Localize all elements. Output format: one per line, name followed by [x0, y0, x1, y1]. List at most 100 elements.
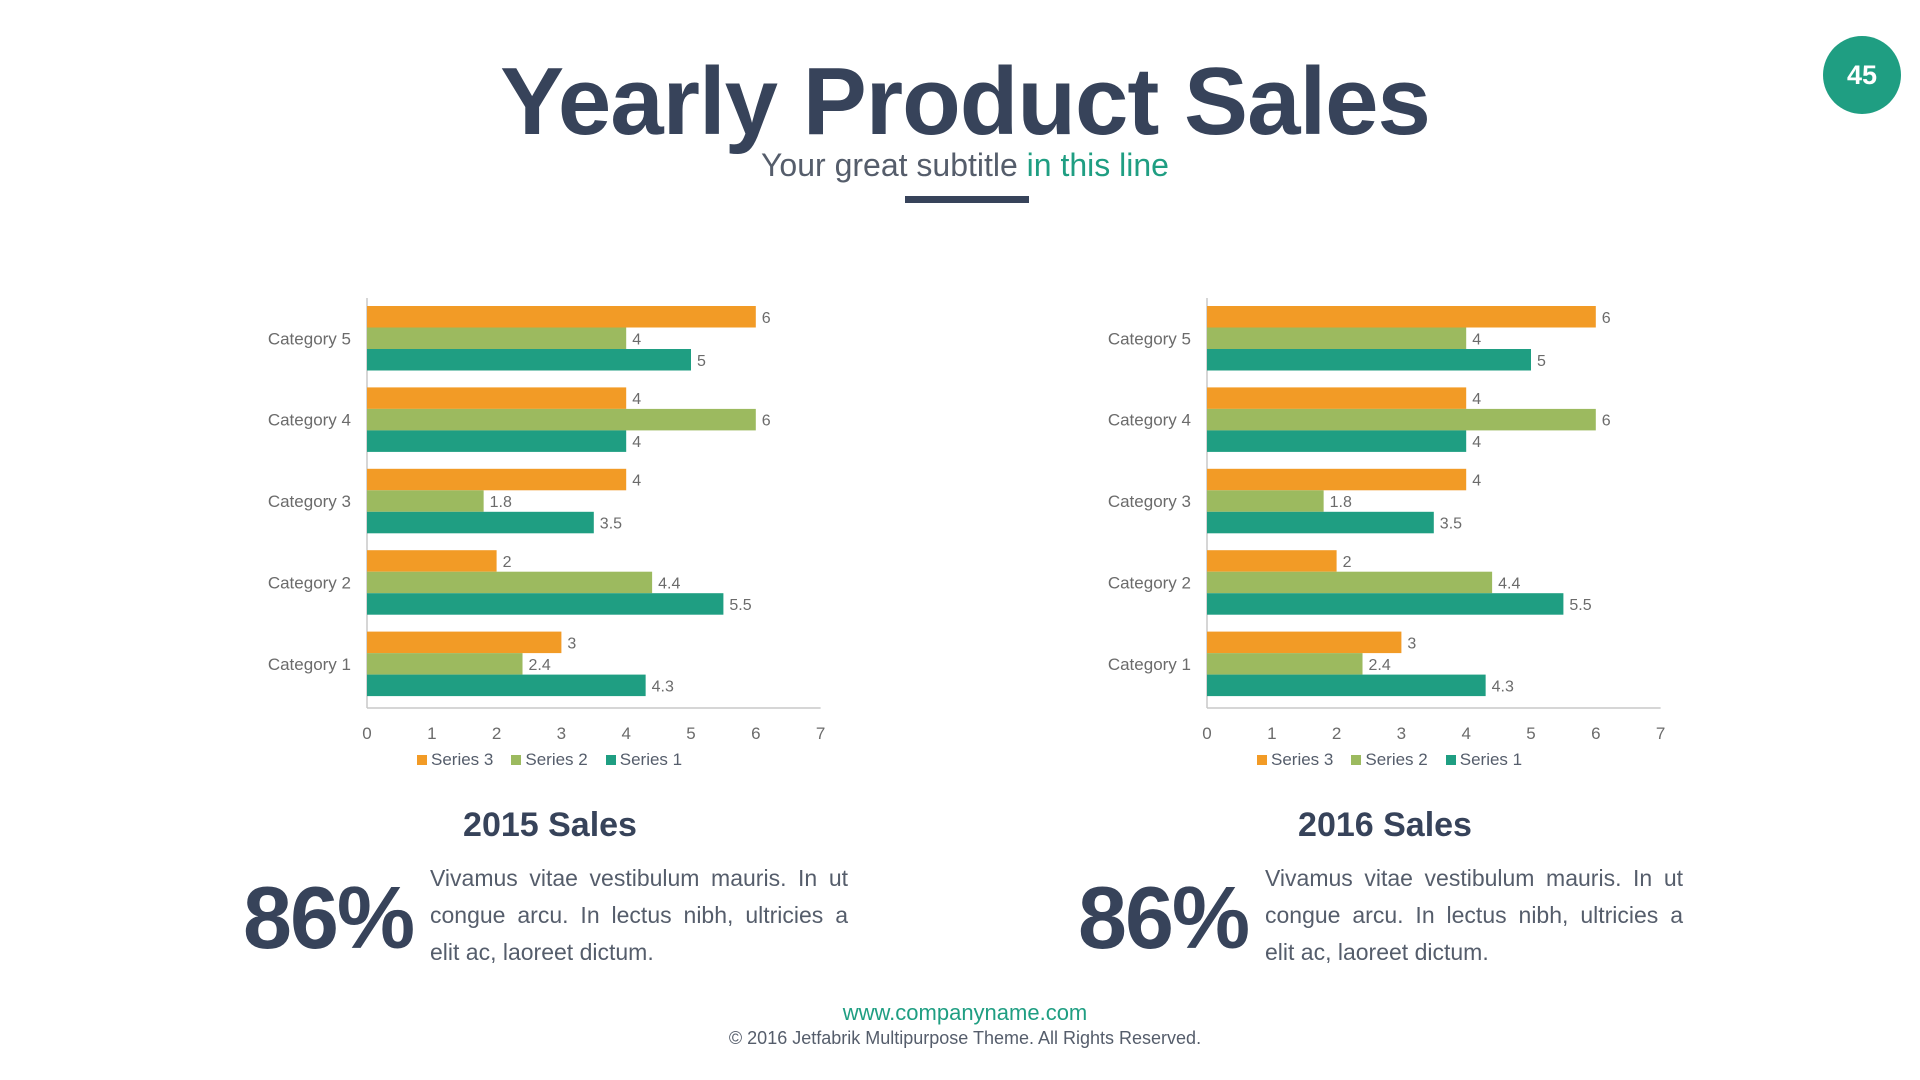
legend-label: Series 3: [1271, 750, 1334, 769]
x-tick-label: 1: [1267, 724, 1276, 743]
data-label: 4.3: [652, 678, 674, 695]
data-label: 3: [1407, 635, 1416, 652]
data-label: 4: [1472, 391, 1481, 408]
bar-series-3: [367, 631, 562, 654]
footer-copyright: © 2016 Jetfabrik Multipurpose Theme. All…: [728, 1028, 1202, 1048]
category-label: Category 3: [268, 492, 351, 511]
bar-series-1: [367, 593, 724, 615]
bar-series-3: [1207, 387, 1467, 409]
bar-series-1: [1207, 430, 1467, 452]
bar-series-1: [367, 349, 691, 371]
data-label: 4: [632, 331, 641, 348]
category-label: Category 4: [1108, 411, 1191, 430]
data-label: 4: [1472, 331, 1481, 348]
bar-series-3: [367, 550, 497, 572]
bar-series-1: [367, 430, 627, 452]
x-tick-label: 6: [1591, 724, 1600, 743]
data-label: 5.5: [1569, 597, 1591, 614]
bar-series-1: [1207, 674, 1486, 697]
bar-series-2: [367, 571, 653, 594]
x-tick-label: 1: [427, 724, 436, 743]
bar-series-2: [1207, 653, 1363, 675]
bar-series-3: [367, 306, 756, 328]
data-label: 1.8: [490, 494, 512, 511]
category-label: Category 2: [1108, 573, 1191, 592]
description-2016: Vivamus vitae vestibulum mauris. In ut c…: [1265, 865, 1683, 965]
category-label: Category 5: [1108, 329, 1191, 348]
data-label: 4: [1472, 473, 1481, 490]
page-number-badge: 45: [1823, 36, 1901, 114]
bar-series-2: [1207, 571, 1493, 594]
data-label: 3: [567, 635, 576, 652]
title-underline: [905, 196, 1029, 203]
category-label: Category 5: [268, 329, 351, 348]
section-title-2015: 2015 Sales: [463, 806, 637, 844]
chart-2015: 0 1 2 3 4 5 6 7 Category 1 3 2.4 4.3 Category 2 2 4.4 5…: [268, 298, 825, 743]
bar-series-3: [367, 387, 627, 409]
page-subtitle: Your great subtitle in this line: [0, 145, 1920, 185]
bar-series-2: [1207, 408, 1596, 431]
x-tick-label: 7: [1656, 724, 1665, 743]
bar-series-2: [367, 490, 484, 512]
legend-item: Series 3: [417, 750, 493, 770]
legend-label: Series 2: [525, 750, 588, 769]
category-label: Category 4: [268, 411, 351, 430]
bar-series-2: [1207, 327, 1467, 349]
x-tick-label: 6: [751, 724, 760, 743]
legend-label: Series 2: [1365, 750, 1428, 769]
bar-series-2: [367, 653, 523, 675]
data-label: 4.3: [1492, 678, 1514, 695]
x-tick-label: 3: [1397, 724, 1406, 743]
x-tick-label: 2: [492, 724, 501, 743]
page-title: Yearly Product Sales: [500, 48, 1431, 155]
bar-series-2: [367, 327, 627, 349]
data-label: 2.4: [529, 657, 551, 674]
percent-2016: 86%: [1078, 868, 1250, 967]
subtitle-accent: in this line: [1026, 147, 1169, 183]
data-label: 6: [762, 310, 771, 327]
legend-swatch-series-2: [511, 755, 522, 765]
data-label: 2: [1343, 554, 1352, 571]
legend-swatch-series-1: [605, 755, 616, 765]
bar-series-2: [367, 408, 756, 431]
footer-url[interactable]: www.companyname.com: [842, 1000, 1088, 1025]
legend-swatch-series-1: [1445, 755, 1456, 765]
chart-2016-legend: Series 3 Series 2 Series 1: [1257, 750, 1522, 770]
section-title-2016: 2016 Sales: [1298, 806, 1472, 844]
legend-item: Series 1: [1445, 750, 1522, 770]
x-tick-label: 0: [1202, 724, 1211, 743]
bar-series-1: [367, 511, 594, 534]
data-label: 5: [1537, 353, 1546, 370]
bar-series-3: [1207, 631, 1402, 654]
legend-swatch-series-3: [417, 755, 427, 765]
data-label: 6: [762, 413, 771, 430]
data-label: 4: [632, 434, 641, 451]
data-label: 5.5: [729, 597, 751, 614]
percent-2015: 86%: [243, 868, 415, 967]
legend-swatch-series-2: [1351, 755, 1362, 765]
legend-item: Series 3: [1257, 750, 1333, 770]
legend-item: Series 2: [511, 750, 588, 770]
x-tick-label: 5: [1526, 724, 1535, 743]
data-label: 5: [697, 353, 706, 370]
data-label: 6: [1602, 413, 1611, 430]
chart-2016: 0 1 2 3 4 5 6 7 Category 1 3 2.4 4.3 Category 2 2 4.4 5…: [1108, 298, 1665, 743]
bar-series-1: [1207, 593, 1564, 615]
category-label: Category 2: [268, 573, 351, 592]
data-label: 4.4: [1498, 575, 1520, 592]
x-tick-label: 4: [1461, 724, 1470, 743]
data-label: 4: [1472, 434, 1481, 451]
data-label: 1.8: [1330, 494, 1352, 511]
x-tick-label: 3: [557, 724, 566, 743]
bar-series-1: [367, 674, 646, 697]
bar-series-1: [1207, 349, 1531, 371]
legend-label: Series 3: [431, 750, 494, 769]
data-label: 3.5: [1440, 516, 1462, 533]
x-tick-label: 2: [1332, 724, 1341, 743]
data-label: 6: [1602, 310, 1611, 327]
data-label: 4.4: [658, 575, 680, 592]
x-tick-label: 4: [621, 724, 630, 743]
legend-item: Series 2: [1351, 750, 1428, 770]
bar-series-2: [1207, 490, 1324, 512]
data-label: 2.4: [1369, 657, 1391, 674]
